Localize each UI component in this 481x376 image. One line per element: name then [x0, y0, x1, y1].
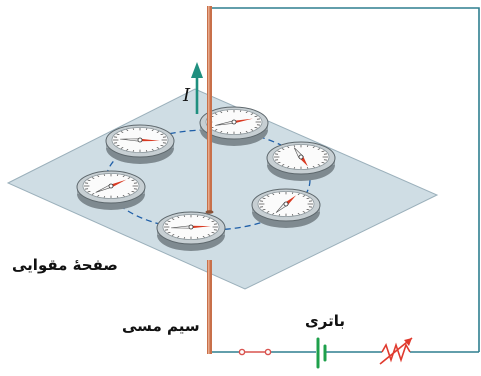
- compass-needle: [171, 224, 211, 230]
- compass: [76, 170, 146, 210]
- circuit: [212, 7, 480, 353]
- circuit-top-wire: [212, 7, 480, 352]
- compass-group: [76, 106, 336, 251]
- compass: [156, 211, 226, 251]
- switch: [238, 348, 272, 356]
- compass: [105, 124, 175, 164]
- compass: [251, 188, 321, 228]
- cardboard-label: صفحهٔ مقوایی: [12, 256, 118, 274]
- compass: [266, 141, 336, 181]
- rheostat-symbol: [379, 337, 413, 365]
- compass-needle: [215, 118, 253, 126]
- current-arrow: [191, 62, 203, 114]
- compass-needle: [95, 179, 127, 193]
- wire-label: سیم مسی: [122, 317, 200, 335]
- wire-hole: [205, 210, 214, 214]
- compass-needle: [275, 195, 296, 213]
- compass: [199, 106, 269, 146]
- battery-symbol: [316, 337, 327, 369]
- compass-needle: [120, 137, 160, 143]
- compass-needle: [293, 147, 308, 167]
- current-label: I: [183, 85, 191, 106]
- battery-label: باتری: [305, 312, 345, 330]
